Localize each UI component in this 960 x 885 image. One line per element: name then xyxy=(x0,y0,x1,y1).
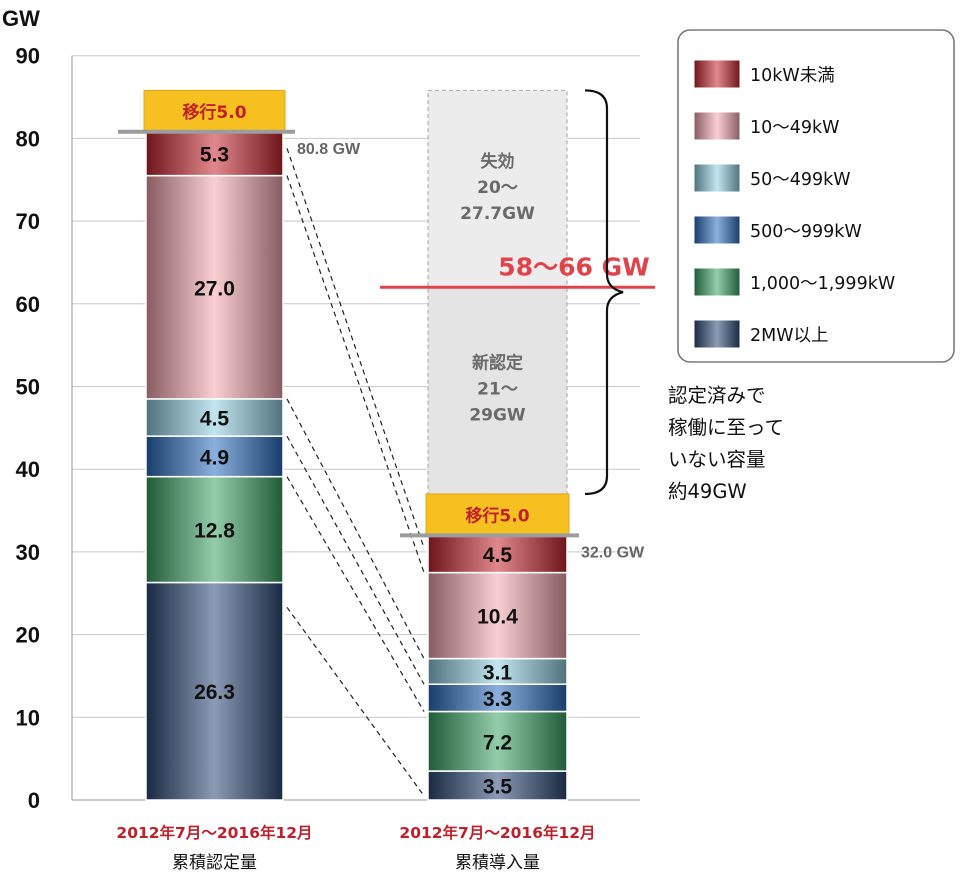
legend-swatch xyxy=(693,267,741,297)
segment-label: 3.3 xyxy=(483,688,512,711)
pending-band-text: 29GW xyxy=(469,406,526,426)
bar-segment xyxy=(427,534,568,574)
brace-annotation-line: 稼働に至って xyxy=(668,416,784,439)
connector-line xyxy=(286,606,425,797)
bar-segment xyxy=(145,398,284,437)
pending-band-text: 失効 xyxy=(481,151,515,172)
category-name-label: 累積導入量 xyxy=(455,853,540,873)
segment-label: 4.5 xyxy=(483,544,513,567)
y-tick-label: 40 xyxy=(16,457,40,482)
bar-segment xyxy=(427,710,568,772)
legend-label: 2MW以上 xyxy=(750,326,829,346)
segment-label: 4.5 xyxy=(200,408,230,431)
transition-label: 移行5.0 xyxy=(465,506,529,527)
legend-label: 500～999kW xyxy=(750,222,862,242)
brace-annotation-line: いない容量 xyxy=(668,448,766,471)
total-label: 32.0 GW xyxy=(581,544,645,561)
pending-band-text: 27.7GW xyxy=(460,204,535,224)
legend-label: 50～499kW xyxy=(750,170,851,190)
segment-label: 26.3 xyxy=(194,681,235,704)
connector-line xyxy=(286,476,425,712)
y-tick-label: 70 xyxy=(16,209,40,234)
connector-line xyxy=(286,398,425,659)
legend-swatch xyxy=(693,215,741,245)
pending-band-text: 20～ xyxy=(477,178,518,198)
segment-label: 3.1 xyxy=(483,661,513,684)
legend: 10kW未満 10～49kW 50～499kW 500～999kW 1,000～1,99… xyxy=(677,29,955,363)
annotation-layer: 新認定 21～ 29GW 失効 20～ 27.7GW 移行5.0 80.8 GW 移行5.0 32… xyxy=(118,89,784,561)
segment-label: 4.9 xyxy=(200,446,229,469)
pending-band-new_certified xyxy=(427,286,568,495)
legend-label: 10～49kW xyxy=(750,118,839,138)
y-axis-unit: GW xyxy=(2,6,40,31)
brace-annotation-line: 認定済みで xyxy=(668,384,766,407)
connector-line xyxy=(286,175,425,573)
segment-label: 12.8 xyxy=(194,520,235,543)
bar-segment xyxy=(145,581,284,801)
y-tick-label: 30 xyxy=(16,540,40,565)
legend-swatch xyxy=(693,319,741,349)
brace-annotation-line: 約49GW xyxy=(668,480,747,503)
segment-label: 10.4 xyxy=(477,606,518,629)
curly-brace xyxy=(584,89,624,496)
bar-segment xyxy=(145,131,284,177)
legend-label: 1,000～1,999kW xyxy=(750,274,895,294)
y-tick-label: 20 xyxy=(16,623,40,648)
pending-band-expired xyxy=(427,89,568,288)
total-label: 80.8 GW xyxy=(297,141,361,158)
bar-segment xyxy=(145,174,284,400)
connector-layer xyxy=(286,148,425,797)
y-tick-label: 90 xyxy=(16,44,40,69)
category-date-label: 2012年7月～2016年12月 xyxy=(116,823,312,842)
bar-segment xyxy=(145,475,284,584)
transition-box xyxy=(143,89,286,133)
y-tick-label: 50 xyxy=(16,375,40,400)
legend-box xyxy=(677,29,955,363)
pending-band-text: 新認定 xyxy=(472,353,523,374)
transition-box xyxy=(425,493,570,536)
segment-label: 7.2 xyxy=(483,731,512,754)
legend-label: 10kW未満 xyxy=(750,66,835,86)
y-tick-label: 10 xyxy=(16,705,40,730)
category-date-label: 2012年7月～2016年12月 xyxy=(399,823,595,842)
segment-label: 5.3 xyxy=(200,144,229,167)
y-tick-label: 60 xyxy=(16,292,40,317)
pending-band-text: 21～ xyxy=(477,380,518,400)
legend-swatch xyxy=(693,111,741,141)
connector-line xyxy=(286,435,425,685)
legend-swatch xyxy=(693,59,741,89)
transition-label: 移行5.0 xyxy=(182,102,246,123)
connector-line xyxy=(286,148,425,548)
y-tick-label: 80 xyxy=(16,126,40,151)
segment-label: 27.0 xyxy=(194,277,235,300)
y-tick-label: 0 xyxy=(28,788,40,813)
bar-segment xyxy=(145,435,284,478)
category-name-label: 累積認定量 xyxy=(172,853,257,873)
bar-layer: 26.3 3.5 12.8 7.2 4.9 3.3 4.5 3.1 27.0 10.4 5.3 4.5 xyxy=(145,131,568,801)
legend-swatch xyxy=(693,163,741,193)
segment-label: 3.5 xyxy=(483,776,513,799)
bar-segment xyxy=(427,571,568,660)
range-line-label: 58～66 GW xyxy=(498,252,649,281)
